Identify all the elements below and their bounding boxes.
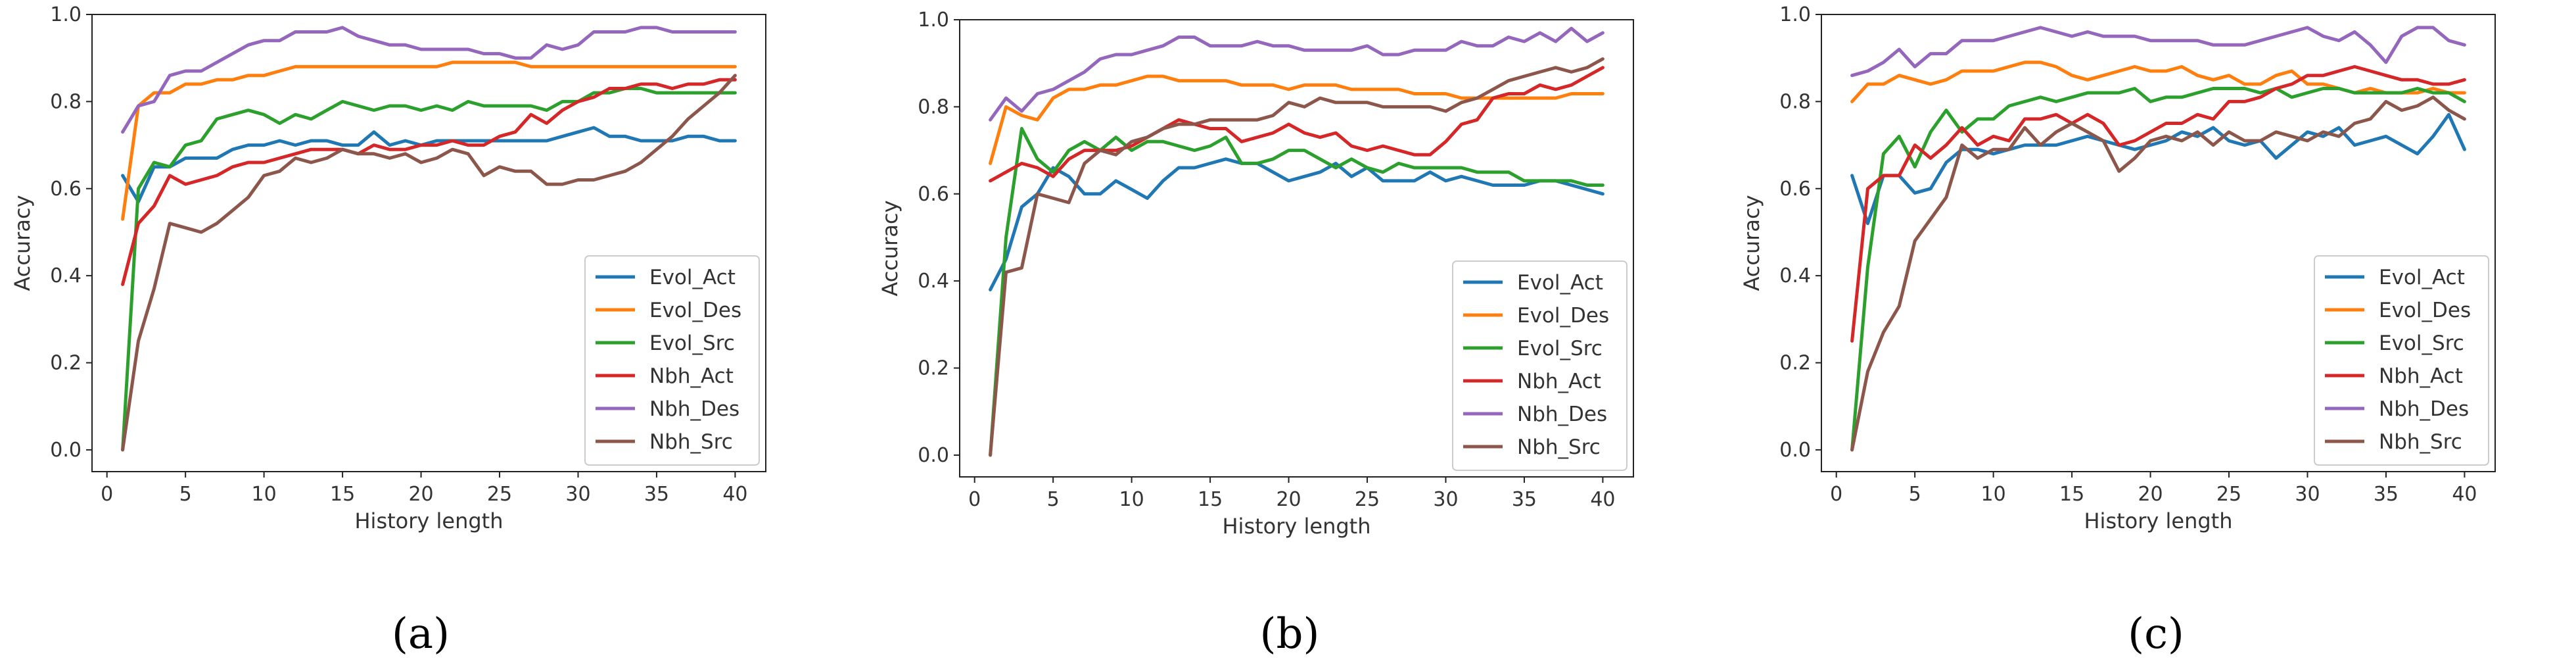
series-line-evol-src bbox=[121, 87, 737, 452]
x-tick-label: 15 bbox=[2059, 483, 2084, 506]
x-axis-title: History length bbox=[2084, 508, 2232, 533]
y-tick-label: 0.6 bbox=[918, 183, 949, 206]
y-tick-label: 1.0 bbox=[1779, 3, 1811, 26]
y-tick-label: 0.6 bbox=[1779, 178, 1811, 201]
series-line-nbh-des bbox=[989, 26, 1604, 122]
x-tick-label: 15 bbox=[330, 483, 355, 506]
x-tick-label: 10 bbox=[1981, 483, 2006, 506]
legend-label: Evol_Act bbox=[1517, 271, 1603, 295]
legend-label: Nbh_Act bbox=[2379, 364, 2463, 388]
y-axis-title: Accuracy bbox=[10, 195, 35, 291]
x-tick-label: 25 bbox=[487, 483, 512, 506]
series-line-evol-src bbox=[1850, 87, 2466, 452]
series-line-nbh-src bbox=[1850, 95, 2466, 452]
legend-label: Evol_Des bbox=[649, 299, 741, 322]
series-line-evol-des bbox=[121, 61, 737, 221]
legend-label: Evol_Src bbox=[649, 332, 735, 355]
y-tick-label: 0.0 bbox=[918, 444, 949, 467]
y-tick-label: 0.8 bbox=[50, 90, 82, 113]
x-tick-label: 35 bbox=[1512, 488, 1537, 511]
x-tick-label: 5 bbox=[1047, 488, 1060, 511]
legend-label: Nbh_Src bbox=[2379, 430, 2462, 454]
legend-label: Nbh_Act bbox=[649, 364, 734, 388]
panel-b: 0 5 10 15 20 25 30 35 40 0.0 0.2 0.4 0.6 0.8 1.0 Histor… bbox=[878, 9, 1634, 539]
x-tick-label: 15 bbox=[1198, 488, 1223, 511]
series-line-nbh-des bbox=[1850, 26, 2466, 78]
legend-label: Nbh_Des bbox=[1517, 403, 1607, 426]
y-axis-title: Accuracy bbox=[1739, 195, 1764, 291]
series-line-evol-act bbox=[121, 126, 737, 204]
series-line-nbh-act bbox=[1850, 64, 2466, 343]
y-tick-label: 0.0 bbox=[50, 439, 82, 462]
caption-c: (c) bbox=[2128, 610, 2184, 658]
y-tick-label: 0.4 bbox=[1779, 264, 1811, 287]
legend-label: Nbh_Src bbox=[649, 430, 733, 454]
y-tick-label: 1.0 bbox=[918, 9, 949, 32]
x-tick-label: 0 bbox=[101, 483, 113, 506]
y-tick-label: 0.2 bbox=[918, 357, 949, 380]
series-line-nbh-act bbox=[989, 66, 1604, 183]
x-tick-label: 10 bbox=[252, 483, 277, 506]
y-tick-label: 0.4 bbox=[50, 264, 82, 287]
legend-label: Evol_Des bbox=[1517, 304, 1609, 328]
x-tick-label: 30 bbox=[1433, 488, 1458, 511]
y-tick-label: 0.4 bbox=[918, 270, 949, 293]
y-tick-label: 1.0 bbox=[50, 3, 82, 26]
x-tick-label: 30 bbox=[2295, 483, 2320, 506]
legend-label: Evol_Act bbox=[2379, 266, 2465, 289]
panel-a: 0 5 10 15 20 25 30 35 40 0.0 0.2 0.4 0.6 0.8 1.0 Histor… bbox=[10, 3, 766, 533]
caption-a: (a) bbox=[392, 610, 450, 658]
legend-label: Nbh_Des bbox=[2379, 397, 2469, 421]
panel-c: 0 5 10 15 20 25 30 35 40 0.0 0.2 0.4 0.6 0.8 1.0 Histor… bbox=[1739, 3, 2496, 533]
x-tick-label: 5 bbox=[1909, 483, 1921, 506]
x-tick-label: 40 bbox=[1590, 488, 1615, 511]
x-tick-label: 0 bbox=[1830, 483, 1842, 506]
x-tick-label: 40 bbox=[722, 483, 747, 506]
x-axis-title: History length bbox=[354, 508, 503, 533]
legend-label: Nbh_Des bbox=[649, 397, 739, 421]
y-tick-label: 0.6 bbox=[50, 178, 82, 201]
series-line-evol-des bbox=[1850, 61, 2466, 103]
legend-label: Evol_Src bbox=[1517, 337, 1603, 360]
legend-label: Nbh_Src bbox=[1517, 435, 1601, 459]
series-line-evol-src bbox=[989, 127, 1604, 457]
legend-label: Evol_Act bbox=[649, 266, 736, 289]
legend-label: Evol_Src bbox=[2379, 332, 2464, 355]
y-tick-label: 0.0 bbox=[1779, 439, 1811, 462]
x-tick-label: 5 bbox=[179, 483, 192, 506]
x-tick-label: 20 bbox=[2138, 483, 2163, 506]
y-tick-label: 0.8 bbox=[1779, 90, 1811, 113]
y-tick-label: 0.2 bbox=[50, 352, 82, 375]
x-tick-label: 30 bbox=[565, 483, 590, 506]
x-tick-label: 35 bbox=[2374, 483, 2399, 506]
series-line-evol-act bbox=[1850, 112, 2466, 226]
series-line-nbh-des bbox=[121, 26, 737, 134]
series-line-evol-act bbox=[989, 157, 1604, 291]
series-line-evol-des bbox=[989, 74, 1604, 165]
x-tick-label: 20 bbox=[408, 483, 433, 506]
series-line-nbh-src bbox=[989, 57, 1604, 457]
x-tick-label: 10 bbox=[1119, 488, 1144, 511]
x-tick-label: 25 bbox=[2216, 483, 2241, 506]
x-axis-title: History length bbox=[1222, 514, 1370, 539]
y-tick-label: 0.8 bbox=[918, 95, 949, 118]
y-tick-label: 0.2 bbox=[1779, 352, 1811, 375]
series-line-nbh-act bbox=[121, 78, 737, 286]
legend-label: Evol_Des bbox=[2379, 299, 2471, 322]
x-tick-label: 25 bbox=[1355, 488, 1380, 511]
x-tick-label: 20 bbox=[1276, 488, 1301, 511]
series-line-nbh-src bbox=[121, 74, 737, 452]
x-tick-label: 40 bbox=[2452, 483, 2477, 506]
x-tick-label: 0 bbox=[968, 488, 981, 511]
y-axis-title: Accuracy bbox=[878, 200, 902, 296]
legend-label: Nbh_Act bbox=[1517, 370, 1601, 393]
x-tick-label: 35 bbox=[644, 483, 669, 506]
caption-b: (b) bbox=[1260, 610, 1320, 658]
